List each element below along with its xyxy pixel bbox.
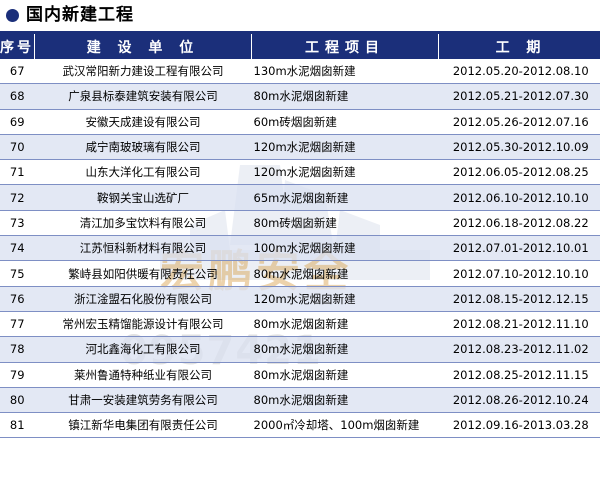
cell-no: 77: [0, 311, 35, 338]
table-row: 71 山东大洋化工有限公司 120m水泥烟囱新建 2012.06.05-2012…: [0, 159, 600, 186]
cell-period: 2012.07.01-2012.10.01: [438, 235, 600, 262]
cell-no: 76: [0, 286, 35, 312]
cell-unit: 河北鑫海化工有限公司: [34, 336, 252, 363]
cell-project: 60m砖烟囱新建: [251, 109, 439, 135]
cell-no: 78: [0, 336, 35, 363]
cell-no: 70: [0, 134, 35, 161]
table-row: 78 河北鑫海化工有限公司 80m水泥烟囱新建 2012.08.23-2012.…: [0, 336, 600, 363]
column-header-no: 序号: [0, 34, 35, 59]
cell-no: 69: [0, 109, 35, 135]
table-row: 67 武汉常阳新力建设工程有限公司 130m水泥烟囱新建 2012.05.20-…: [0, 59, 600, 85]
table-row: 74 江苏恒科新材料有限公司 100m水泥烟囱新建 2012.07.01-201…: [0, 235, 600, 262]
cell-project: 65m水泥烟囱新建: [251, 184, 439, 211]
table-row: 76 浙江淦盟石化股份有限公司 120m水泥烟囱新建 2012.08.15-20…: [0, 286, 600, 312]
cell-period: 2012.08.15-2012.12.15: [438, 286, 600, 312]
cell-period: 2012.05.30-2012.10.09: [438, 134, 600, 161]
cell-period: 2012.05.26-2012.07.16: [438, 109, 600, 135]
cell-project: 120m水泥烟囱新建: [251, 286, 439, 312]
cell-unit: 甘肃一安装建筑劳务有限公司: [34, 387, 252, 414]
cell-period: 2012.08.25-2012.11.15: [438, 362, 600, 388]
projects-table: 序号 建 设 单 位 工程项目 工 期 67 武汉常阳新力建设工程有限公司 13…: [0, 34, 600, 439]
table-row: 75 繁峙县如阳供暖有限责任公司 80m水泥烟囱新建 2012.07.10-20…: [0, 260, 600, 287]
cell-project: 120m水泥烟囱新建: [251, 134, 439, 161]
cell-project: 80m水泥烟囱新建: [251, 387, 439, 414]
cell-unit: 武汉常阳新力建设工程有限公司: [34, 59, 252, 85]
cell-project: 100m水泥烟囱新建: [251, 235, 439, 262]
cell-no: 80: [0, 387, 35, 414]
cell-period: 2012.06.18-2012.08.22: [438, 210, 600, 237]
page-title: 国内新建工程: [26, 5, 134, 25]
cell-project: 80m砖烟囱新建: [251, 210, 439, 237]
table-row: 68 广泉县标泰建筑安装有限公司 80m水泥烟囱新建 2012.05.21-20…: [0, 83, 600, 110]
cell-period: 2012.05.20-2012.08.10: [438, 59, 600, 85]
table-row: 80 甘肃一安装建筑劳务有限公司 80m水泥烟囱新建 2012.08.26-20…: [0, 387, 600, 414]
cell-period: 2012.06.05-2012.08.25: [438, 159, 600, 186]
cell-period: 2012.09.16-2013.03.28: [438, 412, 600, 439]
table-body: 67 武汉常阳新力建设工程有限公司 130m水泥烟囱新建 2012.05.20-…: [0, 59, 600, 439]
cell-no: 75: [0, 260, 35, 287]
cell-period: 2012.08.26-2012.10.24: [438, 387, 600, 414]
column-header-unit: 建 设 单 位: [34, 34, 252, 59]
cell-no: 73: [0, 210, 35, 237]
cell-no: 81: [0, 412, 35, 439]
table-row: 77 常州宏玉精馏能源设计有限公司 80m水泥烟囱新建 2012.08.21-2…: [0, 311, 600, 338]
cell-project: 2000㎡冷却塔、100m烟囱新建: [251, 412, 439, 439]
cell-unit: 广泉县标泰建筑安装有限公司: [34, 83, 252, 110]
table-row: 79 莱州鲁通特种纸业有限公司 80m水泥烟囱新建 2012.08.25-201…: [0, 362, 600, 388]
bullet-icon: [6, 9, 19, 22]
table-row: 69 安徽天成建设有限公司 60m砖烟囱新建 2012.05.26-2012.0…: [0, 109, 600, 135]
cell-unit: 咸宁南玻玻璃有限公司: [34, 134, 252, 161]
cell-period: 2012.07.10-2012.10.10: [438, 260, 600, 287]
cell-unit: 镇江新华电集团有限责任公司: [34, 412, 252, 439]
cell-unit: 鞍钢关宝山选矿厂: [34, 184, 252, 211]
cell-no: 72: [0, 184, 35, 211]
cell-unit: 莱州鲁通特种纸业有限公司: [34, 362, 252, 388]
table-row: 72 鞍钢关宝山选矿厂 65m水泥烟囱新建 2012.06.10-2012.10…: [0, 184, 600, 211]
cell-project: 80m水泥烟囱新建: [251, 260, 439, 287]
cell-project: 130m水泥烟囱新建: [251, 59, 439, 85]
cell-period: 2012.06.10-2012.10.10: [438, 184, 600, 211]
cell-no: 74: [0, 235, 35, 262]
cell-project: 80m水泥烟囱新建: [251, 311, 439, 338]
table-row: 70 咸宁南玻玻璃有限公司 120m水泥烟囱新建 2012.05.30-2012…: [0, 134, 600, 161]
column-header-project: 工程项目: [251, 34, 439, 59]
cell-unit: 繁峙县如阳供暖有限责任公司: [34, 260, 252, 287]
cell-no: 67: [0, 59, 35, 85]
cell-project: 80m水泥烟囱新建: [251, 362, 439, 388]
cell-no: 79: [0, 362, 35, 388]
cell-no: 68: [0, 83, 35, 110]
cell-unit: 安徽天成建设有限公司: [34, 109, 252, 135]
cell-period: 2012.08.23-2012.11.02: [438, 336, 600, 363]
cell-unit: 清江加多宝饮料有限公司: [34, 210, 252, 237]
page-title-row: 国内新建工程: [0, 0, 600, 34]
cell-unit: 浙江淦盟石化股份有限公司: [34, 286, 252, 312]
table-row: 81 镇江新华电集团有限责任公司 2000㎡冷却塔、100m烟囱新建 2012.…: [0, 412, 600, 439]
table-header: 序号 建 设 单 位 工程项目 工 期: [0, 34, 600, 59]
cell-unit: 山东大洋化工有限公司: [34, 159, 252, 186]
cell-unit: 常州宏玉精馏能源设计有限公司: [34, 311, 252, 338]
column-header-period: 工 期: [438, 34, 600, 59]
cell-project: 80m水泥烟囱新建: [251, 336, 439, 363]
cell-no: 71: [0, 159, 35, 186]
cell-project: 120m水泥烟囱新建: [251, 159, 439, 186]
cell-period: 2012.08.21-2012.11.10: [438, 311, 600, 338]
table-row: 73 清江加多宝饮料有限公司 80m砖烟囱新建 2012.06.18-2012.…: [0, 210, 600, 237]
cell-unit: 江苏恒科新材料有限公司: [34, 235, 252, 262]
table-header-row: 序号 建 设 单 位 工程项目 工 期: [0, 34, 600, 59]
cell-period: 2012.05.21-2012.07.30: [438, 83, 600, 110]
cell-project: 80m水泥烟囱新建: [251, 83, 439, 110]
